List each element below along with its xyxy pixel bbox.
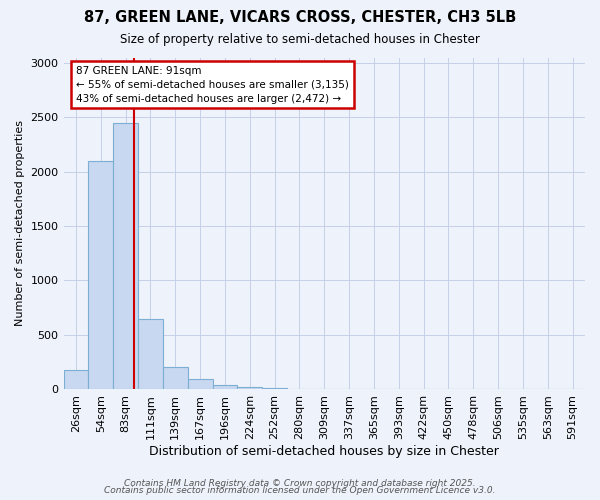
Bar [212,384,238,389]
Bar [64,370,88,389]
Text: Contains HM Land Registry data © Crown copyright and database right 2025.: Contains HM Land Registry data © Crown c… [124,478,476,488]
Bar [188,379,212,389]
Bar [138,320,163,389]
Bar [113,122,138,389]
Bar [88,160,113,389]
Text: Contains public sector information licensed under the Open Government Licence v3: Contains public sector information licen… [104,486,496,495]
Text: 87, GREEN LANE, VICARS CROSS, CHESTER, CH3 5LB: 87, GREEN LANE, VICARS CROSS, CHESTER, C… [84,10,516,25]
Bar [262,388,287,389]
Text: 87 GREEN LANE: 91sqm
← 55% of semi-detached houses are smaller (3,135)
43% of se: 87 GREEN LANE: 91sqm ← 55% of semi-detac… [76,66,349,104]
X-axis label: Distribution of semi-detached houses by size in Chester: Distribution of semi-detached houses by … [149,444,499,458]
Bar [238,387,262,389]
Y-axis label: Number of semi-detached properties: Number of semi-detached properties [15,120,25,326]
Text: Size of property relative to semi-detached houses in Chester: Size of property relative to semi-detach… [120,32,480,46]
Bar [163,367,188,389]
